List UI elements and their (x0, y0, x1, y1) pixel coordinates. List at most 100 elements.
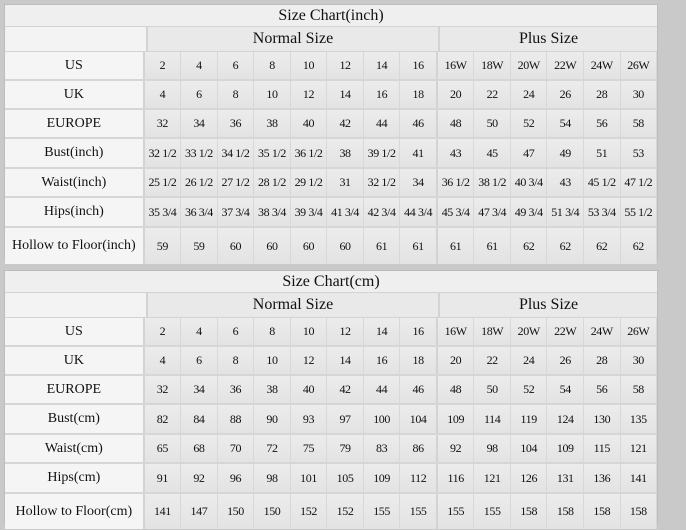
normal-size-header: Normal Size (148, 27, 440, 51)
table-cell: 60 (327, 228, 364, 264)
table-cell: 59 (181, 228, 218, 264)
table-cell: 53 (620, 139, 658, 167)
table-cell: 36 (217, 376, 255, 403)
table-cell: 40 (290, 376, 328, 403)
table-cell: 61 (474, 228, 511, 264)
table-cell: 147 (181, 494, 218, 529)
table-cell: 22 (474, 81, 511, 108)
table-cell: 82 (144, 405, 182, 433)
table-cell: 141 (144, 494, 182, 529)
row-label: EUROPE (5, 110, 145, 137)
table-cell: 26W (620, 318, 658, 345)
table-cell: 58 (620, 110, 658, 137)
table-row: EUROPE 32 34 36 38 40 42 44 46 48 50 52 54 56 58 (5, 376, 658, 405)
table-cell: 41 3/4 (327, 198, 364, 226)
header-blank (5, 293, 148, 317)
table-cell: 61 (400, 228, 438, 264)
table-cell: 8 (254, 52, 291, 79)
table-cell: 109 (363, 464, 401, 492)
table-cell: 135 (620, 405, 658, 433)
table-cell: 32 1/2 (363, 169, 401, 196)
table-cell: 26W (620, 52, 658, 79)
table-cell: 155 (474, 494, 511, 529)
table-cell: 62 (620, 228, 658, 264)
table-cell: 45 3/4 (437, 198, 475, 226)
table-cell: 45 1/2 (584, 169, 621, 196)
table-cell: 40 3/4 (510, 169, 548, 196)
table-cell: 86 (400, 435, 438, 462)
table-cell: 43 (437, 139, 475, 167)
table-cell: 14 (363, 52, 401, 79)
table-cell: 22W (547, 52, 585, 79)
table-cell: 31 (327, 169, 364, 196)
row-label: EUROPE (5, 376, 145, 403)
table-cell: 72 (254, 435, 291, 462)
table-cell: 16 (363, 81, 401, 108)
table-cell: 119 (510, 405, 548, 433)
table-cell: 158 (510, 494, 548, 529)
table-cell: 20W (510, 52, 548, 79)
table-cell: 30 (620, 347, 658, 374)
size-chart-inch: Size Chart(inch) Normal Size Plus Size U… (4, 4, 658, 264)
table-cell: 16 (400, 52, 438, 79)
table-cell: 158 (547, 494, 585, 529)
table-cell: 10 (290, 318, 328, 345)
table-cell: 2 (144, 52, 182, 79)
table-cell: 14 (363, 318, 401, 345)
table-cell: 79 (327, 435, 364, 462)
table-cell: 98 (254, 464, 291, 492)
table-cell: 155 (400, 494, 438, 529)
table-cell: 70 (217, 435, 255, 462)
table-cell: 10 (254, 347, 291, 374)
table-cell: 59 (144, 228, 182, 264)
table-cell: 109 (437, 405, 475, 433)
table-cell: 4 (144, 347, 182, 374)
table-cell: 10 (290, 52, 328, 79)
table-cell: 12 (327, 52, 364, 79)
table-cell: 2 (144, 318, 182, 345)
table-cell: 47 1/2 (620, 169, 658, 196)
table-cell: 90 (254, 405, 291, 433)
table-cell: 68 (181, 435, 218, 462)
row-label: Bust(inch) (5, 139, 145, 167)
table-cell: 62 (547, 228, 585, 264)
table-cell: 36 1/2 (437, 169, 475, 196)
table-cell: 158 (620, 494, 658, 529)
table-cell: 98 (474, 435, 511, 462)
chart-title: Size Chart(cm) (5, 271, 657, 293)
table-cell: 16W (437, 52, 475, 79)
table-cell: 38 3/4 (254, 198, 291, 226)
table-cell: 115 (584, 435, 621, 462)
table-cell: 136 (584, 464, 621, 492)
table-cell: 42 (327, 110, 364, 137)
table-cell: 14 (327, 347, 364, 374)
table-cell: 92 (181, 464, 218, 492)
table-cell: 121 (620, 435, 658, 462)
table-cell: 18W (474, 318, 511, 345)
table-cell: 41 (400, 139, 438, 167)
row-label: Bust(cm) (5, 405, 145, 433)
table-cell: 10 (254, 81, 291, 108)
table-cell: 32 1/2 (144, 139, 182, 167)
table-cell: 36 1/2 (290, 139, 328, 167)
table-cell: 44 3/4 (400, 198, 438, 226)
table-cell: 24 (510, 347, 548, 374)
table-row: US 2 4 6 8 10 12 14 16 16W 18W 20W 22W 24W 26W (5, 318, 658, 347)
table-cell: 131 (547, 464, 585, 492)
table-cell: 28 (584, 347, 621, 374)
table-cell: 4 (181, 52, 218, 79)
table-cell: 14 (327, 81, 364, 108)
table-cell: 52 (510, 376, 548, 403)
table-cell: 56 (584, 376, 621, 403)
row-label: US (5, 318, 145, 345)
table-cell: 28 (584, 81, 621, 108)
table-cell: 18 (400, 81, 438, 108)
table-cell: 61 (437, 228, 475, 264)
table-cell: 33 1/2 (181, 139, 218, 167)
table-cell: 43 (547, 169, 585, 196)
table-cell: 26 (547, 347, 585, 374)
table-cell: 61 (363, 228, 401, 264)
plus-size-header: Plus Size (518, 296, 579, 313)
table-cell: 42 (327, 376, 364, 403)
table-cell: 40 (290, 110, 328, 137)
